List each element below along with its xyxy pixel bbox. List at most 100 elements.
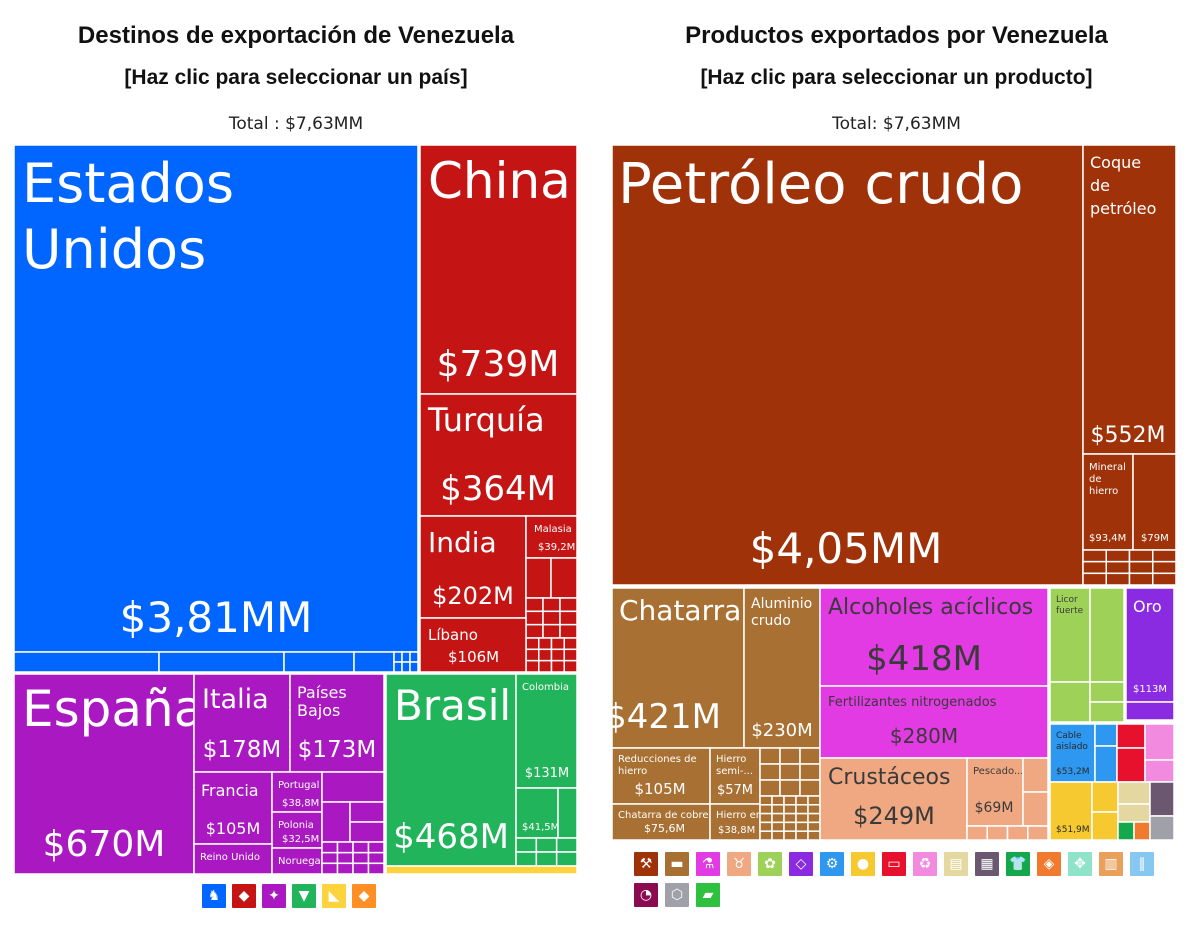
tile-food[interactable] <box>1049 781 1093 841</box>
tile-plastics-small[interactable] <box>1144 759 1175 783</box>
tile-asia-small-cell[interactable] <box>550 648 565 662</box>
asia-icon[interactable]: ◆ <box>232 884 256 908</box>
tile-vegetable-small[interactable] <box>1049 681 1091 723</box>
food-icon[interactable]: ● <box>851 852 875 876</box>
tile-asia-small-cell[interactable] <box>525 597 544 613</box>
tile-machines-small[interactable] <box>1094 723 1118 747</box>
tile-asia-small-cell[interactable] <box>563 637 578 651</box>
tile-eu-small-cell[interactable] <box>352 851 370 865</box>
tile-sa-small-grid-cell[interactable] <box>555 851 578 867</box>
tile-metals-small-cell[interactable] <box>771 804 785 815</box>
north-america-icon[interactable]: ♞ <box>202 884 226 908</box>
tile-minerals-small-cell[interactable] <box>1105 549 1131 563</box>
tile-eu-small[interactable] <box>349 801 385 823</box>
tile-machines-small[interactable] <box>1094 745 1118 783</box>
tile-metals-small-cell[interactable] <box>759 795 773 806</box>
tile-na-small-cell[interactable] <box>393 661 403 673</box>
tile-animal-small-cell[interactable] <box>1006 825 1029 841</box>
tile-eu-small-cell[interactable] <box>321 841 339 854</box>
tile-asia-small[interactable] <box>525 557 552 599</box>
tile-misc-small[interactable] <box>1149 815 1175 841</box>
tile-italia[interactable] <box>193 673 291 773</box>
tile-colombia[interactable] <box>515 673 578 789</box>
art-icon[interactable]: ▦ <box>975 852 999 876</box>
tile-animal-small[interactable] <box>1022 757 1049 793</box>
tile-metals-small-cell[interactable] <box>771 821 785 832</box>
tile-minerals-small-cell[interactable] <box>1128 572 1154 586</box>
tile-hierro-semi[interactable] <box>709 747 761 805</box>
tile-libano[interactable] <box>419 617 527 673</box>
tile-mineral-hierro[interactable] <box>1082 453 1134 551</box>
tile-metals-small-cell[interactable] <box>783 821 797 832</box>
tile-eu-small[interactable] <box>321 771 385 803</box>
tile-electric-small[interactable] <box>1116 747 1146 783</box>
tile-minerals-small-cell[interactable] <box>1128 560 1154 575</box>
precious-stones-icon[interactable]: ◇ <box>789 852 813 876</box>
tile-eu-small-cell[interactable] <box>367 851 385 865</box>
tile-na-small-cell[interactable] <box>401 661 411 673</box>
tile-metals-small-cell[interactable] <box>795 821 809 832</box>
tile-paper-small[interactable] <box>1117 781 1151 805</box>
tile-na-small[interactable] <box>283 651 355 673</box>
tile-metals-small-cell[interactable] <box>795 830 809 841</box>
tile-asia-small[interactable] <box>550 557 578 599</box>
tile-eu-small-cell[interactable] <box>336 841 354 854</box>
africa-icon[interactable]: ◣ <box>322 884 346 908</box>
tile-animal-small-cell[interactable] <box>966 825 988 841</box>
tile-eu-small-cell[interactable] <box>352 862 370 875</box>
animal-icon[interactable]: ♉ <box>727 852 751 876</box>
tile-minerals-small-cell[interactable] <box>1128 549 1154 563</box>
tile-minerals-small-cell[interactable] <box>1082 549 1107 563</box>
tile-metals-small-cell[interactable] <box>759 804 773 815</box>
tile-vegetable-small[interactable] <box>1089 681 1125 703</box>
tile-asia-small-cell[interactable] <box>525 623 544 639</box>
tile-espana[interactable] <box>13 673 195 875</box>
tile-india[interactable] <box>419 515 527 619</box>
tile-eu-small[interactable] <box>349 821 385 843</box>
tile-textile-small[interactable] <box>1117 821 1135 841</box>
tile-eu-small-cell[interactable] <box>336 862 354 875</box>
tile-metals-small-cell[interactable] <box>771 830 785 841</box>
tile-minerals-small-cell[interactable] <box>1152 560 1177 575</box>
tile-hierro-en[interactable] <box>709 803 761 841</box>
tile-aluminio-crudo[interactable] <box>743 587 821 749</box>
tile-asia-small-cell[interactable] <box>538 637 553 651</box>
plastics-icon[interactable]: ♻ <box>913 852 937 876</box>
tile-asia-small-cell[interactable] <box>525 659 540 673</box>
tile-art-small[interactable] <box>1149 781 1175 817</box>
tile-vegetable-small[interactable] <box>1089 587 1125 683</box>
tile-food-small[interactable] <box>1091 781 1119 813</box>
machines-icon[interactable]: ⚙ <box>820 852 844 876</box>
vegetable-icon[interactable]: ✿ <box>758 852 782 876</box>
tile-minerals-small-cell[interactable] <box>1152 572 1177 586</box>
tile-metals-small-cell[interactable] <box>779 763 801 781</box>
tile-asia-small-cell[interactable] <box>525 648 540 662</box>
tile-metals-small-cell[interactable] <box>783 812 797 824</box>
tile-francia[interactable] <box>193 771 273 845</box>
tile-metals-small-cell[interactable] <box>807 830 821 841</box>
tile-precious-small[interactable] <box>1125 701 1175 721</box>
tile-alcoholes-aciclicos[interactable] <box>819 587 1049 687</box>
tile-sa-small-grid-cell[interactable] <box>515 851 538 867</box>
tile-metals-small-cell[interactable] <box>807 821 821 832</box>
footwear-icon[interactable]: ▰ <box>696 883 720 907</box>
tile-asia-small-cell[interactable] <box>559 610 578 626</box>
tile-malasia[interactable] <box>525 515 578 559</box>
misc-icon[interactable]: ⬡ <box>665 883 689 907</box>
tile-asia-small-cell[interactable] <box>550 637 565 651</box>
tile-metals-small-cell[interactable] <box>759 763 781 781</box>
tile-na-small-cell[interactable] <box>401 651 411 663</box>
tile-sa-small-grid-cell[interactable] <box>535 851 558 867</box>
tile-asia-small-cell[interactable] <box>538 648 553 662</box>
tile-metals-small-cell[interactable] <box>771 795 785 806</box>
tile-metals-small-cell[interactable] <box>783 795 797 806</box>
tile-sa-small[interactable] <box>515 787 559 839</box>
tile-asia-small-cell[interactable] <box>542 610 561 626</box>
tile-animal-small-cell[interactable] <box>1027 825 1049 841</box>
tile-metals-small-cell[interactable] <box>759 812 773 824</box>
tile-eu-small-cell[interactable] <box>321 851 339 865</box>
tile-asia-small-cell[interactable] <box>559 597 578 613</box>
tile-eu-small-cell[interactable] <box>367 841 385 854</box>
textiles-icon[interactable]: 👕 <box>1006 852 1030 876</box>
wood-icon[interactable]: ▥ <box>1099 852 1123 876</box>
